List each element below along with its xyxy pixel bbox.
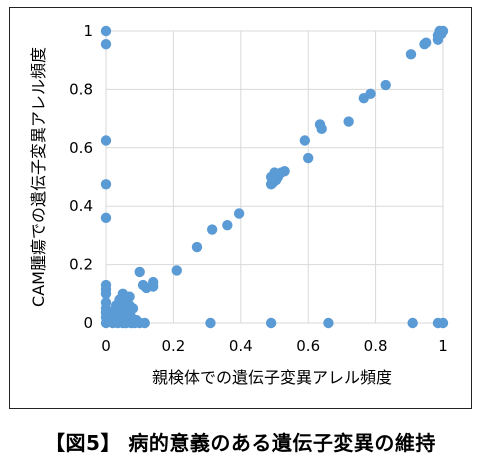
data-point bbox=[171, 265, 182, 276]
data-point bbox=[100, 135, 112, 146]
x-tick-label: 0.6 bbox=[296, 337, 320, 355]
grid bbox=[105, 30, 444, 324]
data-point bbox=[147, 276, 159, 288]
data-point bbox=[343, 116, 354, 127]
data-point bbox=[100, 288, 112, 299]
data-point bbox=[323, 317, 334, 329]
y-tick-label: 0.8 bbox=[69, 80, 93, 98]
data-point bbox=[279, 165, 290, 177]
y-tick-label: 0 bbox=[83, 314, 93, 332]
x-tick-label: 0.8 bbox=[364, 337, 388, 355]
x-axis-title: 親検体での遺伝子変異アレル頻度 bbox=[152, 368, 392, 387]
data-point bbox=[124, 291, 135, 302]
scatter-chart: 0 0.2 0.4 0.6 0.8 1 0 0.2 0.4 0.6 0.8 1 CAM腫瘍での遺伝子変… bbox=[29, 22, 449, 387]
x-tick-label: 0.4 bbox=[229, 337, 253, 355]
y-axis-title: CAM腫瘍での遺伝子変異アレル頻度 bbox=[29, 47, 48, 307]
data-point bbox=[233, 208, 245, 219]
data-point bbox=[420, 37, 432, 48]
data-point bbox=[405, 49, 417, 60]
x-tick-label: 0 bbox=[101, 337, 111, 355]
data-point bbox=[205, 317, 216, 329]
data-point bbox=[100, 38, 112, 50]
data-point bbox=[100, 25, 112, 37]
data-point bbox=[134, 266, 145, 278]
data-point bbox=[299, 135, 311, 146]
data-point bbox=[437, 317, 449, 329]
data-point bbox=[265, 317, 277, 329]
data-points bbox=[100, 25, 449, 329]
data-point bbox=[437, 25, 449, 37]
data-point bbox=[303, 152, 314, 164]
tick-labels: 0 0.2 0.4 0.6 0.8 1 0 0.2 0.4 0.6 0.8 1 bbox=[69, 22, 448, 355]
x-tick-label: 0.2 bbox=[161, 337, 185, 355]
y-tick-label: 0.2 bbox=[69, 256, 93, 274]
y-tick-label: 1 bbox=[83, 22, 93, 40]
data-point bbox=[316, 123, 327, 135]
data-point bbox=[206, 224, 218, 235]
data-point bbox=[222, 219, 233, 231]
figure-caption: 【図5】 病的意義のある遺伝子変異の維持 bbox=[45, 431, 436, 455]
y-tick-label: 0.4 bbox=[69, 197, 93, 215]
x-tick-label: 1 bbox=[438, 337, 448, 355]
data-point bbox=[365, 88, 376, 99]
data-point bbox=[407, 317, 418, 329]
data-point bbox=[139, 317, 150, 329]
figure-frame bbox=[9, 7, 472, 409]
data-point bbox=[100, 212, 112, 224]
data-point bbox=[100, 179, 112, 190]
data-point bbox=[127, 303, 139, 314]
y-tick-label: 0.6 bbox=[69, 139, 93, 157]
data-point bbox=[380, 79, 391, 91]
data-point bbox=[191, 241, 203, 253]
